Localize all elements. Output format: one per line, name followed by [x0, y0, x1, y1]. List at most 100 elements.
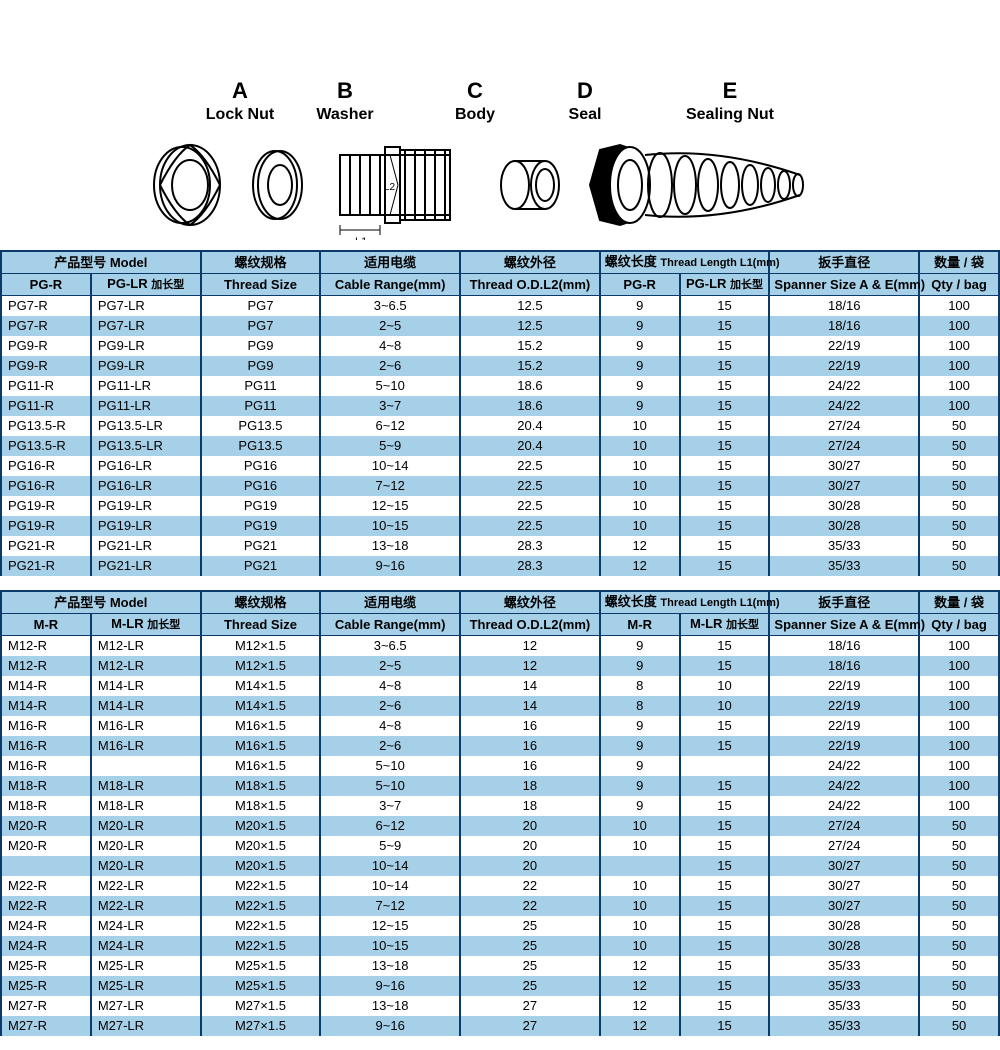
cell: 10 [600, 816, 680, 836]
table-row: M25-RM25-LRM25×1.59~1625121535/3350 [1, 976, 999, 996]
cell: 2~5 [320, 656, 460, 676]
cell: PG7-LR [91, 316, 201, 336]
cell: 13~18 [320, 996, 460, 1016]
hdr-cable: Cable Range(mm) [320, 274, 460, 296]
cell: 5~9 [320, 436, 460, 456]
hdr-len: 螺纹长度 Thread Length L1(mm) [600, 251, 770, 274]
cell: 18.6 [460, 396, 600, 416]
cell: M16-R [1, 736, 91, 756]
cell: 35/33 [769, 1016, 919, 1036]
cell: PG16-LR [91, 476, 201, 496]
cell: 15 [680, 796, 770, 816]
hdr-cable-cn: 适用电缆 [320, 591, 460, 614]
cell: 50 [919, 416, 999, 436]
hdr-thread-cn: 螺纹规格 [201, 251, 321, 274]
cell: 15.2 [460, 356, 600, 376]
cell: PG19-R [1, 516, 91, 536]
hdr-od: Thread O.D.L2(mm) [460, 614, 600, 636]
cell: 18 [460, 796, 600, 816]
table-row: M24-RM24-LRM22×1.512~1525101530/2850 [1, 916, 999, 936]
hdr-model: 产品型号 Model [1, 591, 201, 614]
cell: M18-LR [91, 776, 201, 796]
cell: 16 [460, 756, 600, 776]
svg-text:L1: L1 [355, 236, 367, 240]
cell: M18-R [1, 796, 91, 816]
cell: M16×1.5 [201, 736, 321, 756]
cell: 20.4 [460, 436, 600, 456]
cell: 22/19 [769, 676, 919, 696]
cell: M16-R [1, 716, 91, 736]
table-row: M20-RM20-LRM20×1.56~1220101527/2450 [1, 816, 999, 836]
cell: 15 [680, 656, 770, 676]
cell: 10~14 [320, 876, 460, 896]
cell: PG16-LR [91, 456, 201, 476]
table-row: PG21-RPG21-LRPG219~1628.3121535/3350 [1, 556, 999, 576]
table-row: M27-RM27-LRM27×1.513~1827121535/3350 [1, 996, 999, 1016]
hdr-span: Spanner Size A & E(mm) [769, 274, 919, 296]
spec-table-metric: 产品型号 Model 螺纹规格 适用电缆 螺纹外径 螺纹长度 Thread Le… [0, 590, 1000, 1036]
cell: 15 [680, 976, 770, 996]
cell: M16-LR [91, 716, 201, 736]
cell: 100 [919, 656, 999, 676]
table-row: M14-RM14-LRM14×1.52~61481022/19100 [1, 696, 999, 716]
cell: 18/16 [769, 636, 919, 657]
hdr-od-cn: 螺纹外径 [460, 251, 600, 274]
cell: PG19 [201, 516, 321, 536]
cell: PG13.5-R [1, 416, 91, 436]
cell: 15 [680, 516, 770, 536]
hdr-qty: Qty / bag [919, 274, 999, 296]
cell: 35/33 [769, 536, 919, 556]
cell: M12×1.5 [201, 656, 321, 676]
cell: 50 [919, 996, 999, 1016]
cell: 16 [460, 736, 600, 756]
cell: PG7-R [1, 316, 91, 336]
cell: 15 [680, 856, 770, 876]
cell: PG21-R [1, 556, 91, 576]
hdr-pglr: PG-LR 加长型 [91, 274, 201, 296]
cell: 100 [919, 676, 999, 696]
cell: 12.5 [460, 316, 600, 336]
cell: 50 [919, 556, 999, 576]
cell: 27/24 [769, 836, 919, 856]
cell: PG19-LR [91, 516, 201, 536]
cell: 13~18 [320, 956, 460, 976]
cell: M20-LR [91, 816, 201, 836]
hdr-span-cn: 扳手直径 [769, 251, 919, 274]
cell: PG13.5-LR [91, 436, 201, 456]
cell: 10 [600, 476, 680, 496]
cell: 50 [919, 836, 999, 856]
cell: PG19-R [1, 496, 91, 516]
cell: M22×1.5 [201, 936, 321, 956]
cell: M25-LR [91, 956, 201, 976]
cell: M16×1.5 [201, 716, 321, 736]
cell: 24/22 [769, 396, 919, 416]
cell: 10~15 [320, 516, 460, 536]
hdr-pgr: PG-R [1, 274, 91, 296]
cell: 10 [680, 676, 770, 696]
part-letter: E [660, 78, 800, 104]
part-label-c: CBody [430, 78, 520, 124]
cell: 100 [919, 776, 999, 796]
cell: 15 [680, 496, 770, 516]
cell: 9~16 [320, 1016, 460, 1036]
table-row: M22-RM22-LRM22×1.57~1222101530/2750 [1, 896, 999, 916]
cell: M27-LR [91, 996, 201, 1016]
cell: 50 [919, 936, 999, 956]
cell: 3~6.5 [320, 636, 460, 657]
cell: 22.5 [460, 496, 600, 516]
cell: M22×1.5 [201, 916, 321, 936]
table-row: PG11-RPG11-LRPG113~718.691524/22100 [1, 396, 999, 416]
cell: 28.3 [460, 536, 600, 556]
hdr-mlr: M-LR 加长型 [91, 614, 201, 636]
cell: 12 [600, 1016, 680, 1036]
cell: 12.5 [460, 296, 600, 317]
cell: PG13.5 [201, 416, 321, 436]
cell: 12 [600, 556, 680, 576]
part-name: Washer [300, 106, 390, 124]
cell: 100 [919, 376, 999, 396]
part-label-d: DSeal [540, 78, 630, 124]
cell: 50 [919, 816, 999, 836]
cell: 15 [680, 296, 770, 317]
cell: 4~8 [320, 676, 460, 696]
part-letter: A [195, 78, 285, 104]
